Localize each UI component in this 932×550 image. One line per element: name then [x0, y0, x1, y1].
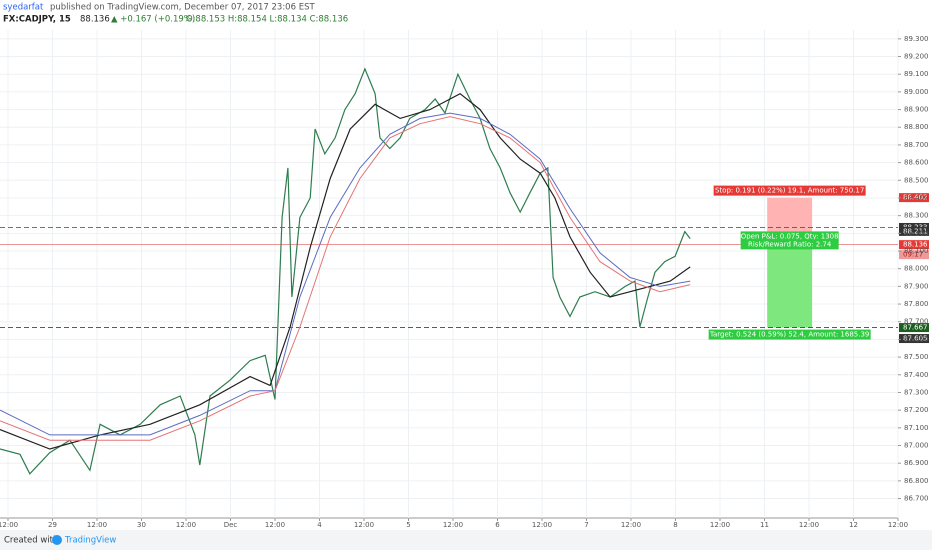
y-tick-label: 87.000 [904, 442, 929, 450]
x-tick-label: 5 [406, 521, 410, 529]
author[interactable]: syedarfat [3, 3, 44, 13]
price-badge [899, 323, 929, 333]
position-label: Target: 0.524 (0.59%) 52.4, Amount: 1685… [709, 331, 870, 339]
x-tick-label: 12:00 [265, 521, 285, 529]
price-line [0, 67, 691, 475]
price-badge-label: 88.136 [903, 241, 928, 249]
y-tick-label: 88.500 [904, 176, 929, 184]
y-tick-label: 87.100 [904, 424, 929, 432]
price-line [0, 112, 691, 436]
ohlc: O:88.153 H:88.154 L:88.134 C:88.136 [186, 15, 348, 25]
overlay: Stop: 0.191 (0.22%) 19.1, Amount: 750.17… [708, 185, 929, 344]
y-tick-label: 87.200 [904, 406, 929, 414]
position-label-bg [740, 239, 839, 250]
y-tick-label: 89.000 [904, 88, 929, 96]
y-tick-label: 88.700 [904, 141, 929, 149]
position-label: Open P&L: 0.075, Qty: 1308 [741, 232, 839, 240]
y-tick-label: 89.200 [904, 53, 929, 61]
footer-created: Created with [4, 536, 58, 546]
price-badge [899, 334, 929, 344]
symbol: FX:CADJPY, 15 [3, 15, 71, 25]
x-tick-label: 12:00 [799, 521, 819, 529]
price-badge [899, 240, 929, 250]
y-tick-label: 87.400 [904, 371, 929, 379]
price-badge-label: 87.667 [903, 324, 928, 332]
price-badge [899, 193, 929, 203]
x-tick-label: 29 [48, 521, 57, 529]
x-tick-label: 12:00 [176, 521, 196, 529]
y-tick-label: 86.900 [904, 459, 929, 467]
y-tick-label: 88.800 [904, 123, 929, 131]
price-badge-label: 88.402 [903, 194, 928, 202]
y-tick-label: 87.300 [904, 388, 929, 396]
footer-brand[interactable]: TradingView [64, 536, 116, 546]
x-tick-label: 12:00 [443, 521, 463, 529]
price-badge-label: 87.605 [903, 335, 928, 343]
x-tick-label: 12:00 [354, 521, 374, 529]
y-tick-label: 89.100 [904, 70, 929, 78]
price-line [0, 116, 691, 441]
position-label-bg [708, 329, 871, 340]
x-tick-label: 7 [584, 521, 588, 529]
position-label-bg [740, 231, 839, 242]
y-tick-label: 87.700 [904, 318, 929, 326]
x-tick-label: 12:00 [888, 521, 908, 529]
x-tick-label: 12:00 [87, 521, 107, 529]
price-badge [899, 226, 929, 236]
price-line [0, 92, 691, 450]
y-tick-label: 86.800 [904, 477, 929, 485]
y-tick-label: 88.200 [904, 229, 929, 237]
y-tick-label: 88.100 [904, 247, 929, 255]
price-badge-label: 88.211 [903, 227, 928, 235]
countdown: 09:17 [903, 251, 923, 259]
x-tick-label: 30 [137, 521, 146, 529]
y-tick-label: 88.600 [904, 159, 929, 167]
y-tick-label: 87.600 [904, 335, 929, 343]
x-tick-label: 12:00 [0, 521, 18, 529]
x-tick-label: 12:00 [532, 521, 552, 529]
x-tick-label: 8 [673, 521, 677, 529]
x-tick-label: 4 [317, 521, 322, 529]
y-tick-label: 88.400 [904, 194, 929, 202]
y-tick-label: 88.900 [904, 106, 929, 114]
x-tick-label: Dec [224, 521, 238, 529]
stop-zone [767, 197, 813, 232]
x-tick-label: 12 [849, 521, 858, 529]
published: published on TradingView.com, December 0… [50, 3, 315, 13]
position-label: Stop: 0.191 (0.22%) 19.1, Amount: 750.17 [715, 187, 864, 195]
y-tick-label: 89.300 [904, 35, 929, 43]
x-tick-label: 12:00 [621, 521, 641, 529]
logo [52, 535, 62, 545]
footer-bar [0, 530, 932, 550]
y-tick-label: 88.300 [904, 212, 929, 220]
last-price: 88.136 [80, 15, 110, 25]
countdown-badge [899, 250, 929, 260]
x-tick-label: 12:00 [710, 521, 730, 529]
x-tick-label: 6 [495, 521, 500, 529]
change: ▲ +0.167 (+0.19%) [111, 15, 195, 25]
position-label: Risk/Reward Ratio: 2.74 [748, 240, 832, 248]
y-tick-label: 87.500 [904, 353, 929, 361]
position-label-bg [713, 185, 866, 196]
plot-area [0, 30, 899, 518]
x-tick-label: 11 [760, 521, 769, 529]
y-tick-label: 88.000 [904, 265, 929, 273]
y-tick-label: 87.900 [904, 282, 929, 290]
y-tick-label: 86.700 [904, 495, 929, 503]
y-tick-label: 87.800 [904, 300, 929, 308]
